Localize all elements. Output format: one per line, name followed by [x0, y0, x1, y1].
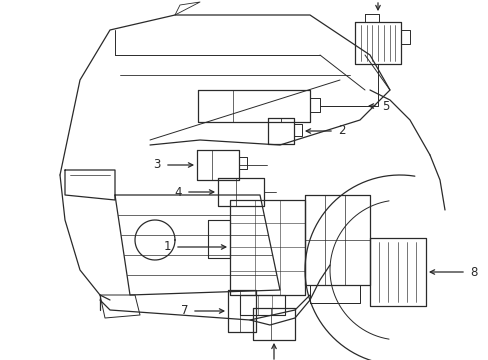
Text: 4: 4 — [174, 185, 182, 198]
Text: 8: 8 — [469, 266, 476, 279]
Text: 2: 2 — [337, 125, 345, 138]
Text: 3: 3 — [153, 158, 161, 171]
Text: 7: 7 — [180, 305, 187, 318]
Text: 1: 1 — [163, 240, 171, 253]
Text: 5: 5 — [381, 99, 388, 112]
